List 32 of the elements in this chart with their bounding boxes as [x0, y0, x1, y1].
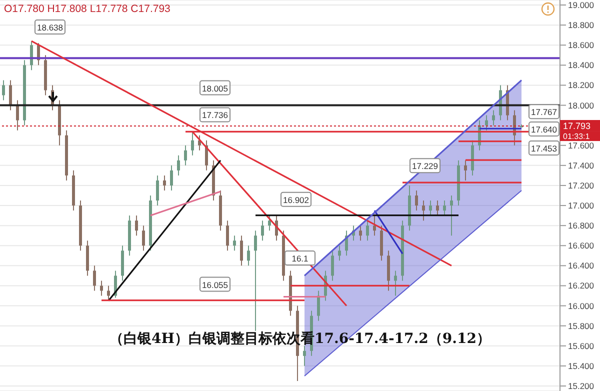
y-tick-label: 15.400 — [568, 360, 594, 371]
y-tick-label: 16.000 — [568, 300, 594, 311]
annotation: 18.638 — [37, 22, 64, 32]
y-tick-label: 18.000 — [568, 100, 594, 110]
annotation: O17.780 H17.808 L17.778 C17.793 — [4, 3, 171, 15]
text: 01:33:1 — [563, 132, 590, 142]
y-tick-label: 18.400 — [568, 60, 594, 70]
y-tick-label: 16.200 — [568, 280, 594, 291]
annotation: 16.902 — [283, 194, 310, 205]
y-tick-label: 15.800 — [568, 320, 594, 331]
annotation: 17.640 — [531, 124, 558, 134]
y-tick-label: 15.600 — [568, 340, 594, 351]
y-tick-label: 16.800 — [568, 220, 594, 231]
y-tick-label: 17.000 — [568, 200, 594, 211]
y-tick-label: 16.400 — [568, 260, 594, 271]
y-tick-label: 16.600 — [568, 240, 594, 251]
y-tick-label: 18.800 — [568, 20, 594, 30]
annotation: 18.005 — [202, 83, 228, 94]
annotation: 16.1 — [292, 254, 309, 264]
annotation: 17.453 — [531, 144, 558, 154]
y-tick-label: 18.200 — [568, 80, 594, 90]
y-tick-label: 15.200 — [568, 381, 594, 391]
annotation: 16.055 — [202, 280, 228, 290]
y-tick-label: 17.400 — [568, 160, 594, 170]
y-tick-label: 17.600 — [568, 140, 594, 150]
y-tick-label: 18.600 — [568, 40, 594, 50]
annotation: 17.229 — [412, 161, 438, 172]
ref-line-label: 17.793 — [563, 121, 591, 132]
y-tick-label: 19.000 — [568, 0, 594, 10]
annotation: 17.767 — [531, 107, 558, 118]
annotation: 17.736 — [202, 110, 228, 120]
y-tick-label: 17.200 — [568, 180, 594, 190]
